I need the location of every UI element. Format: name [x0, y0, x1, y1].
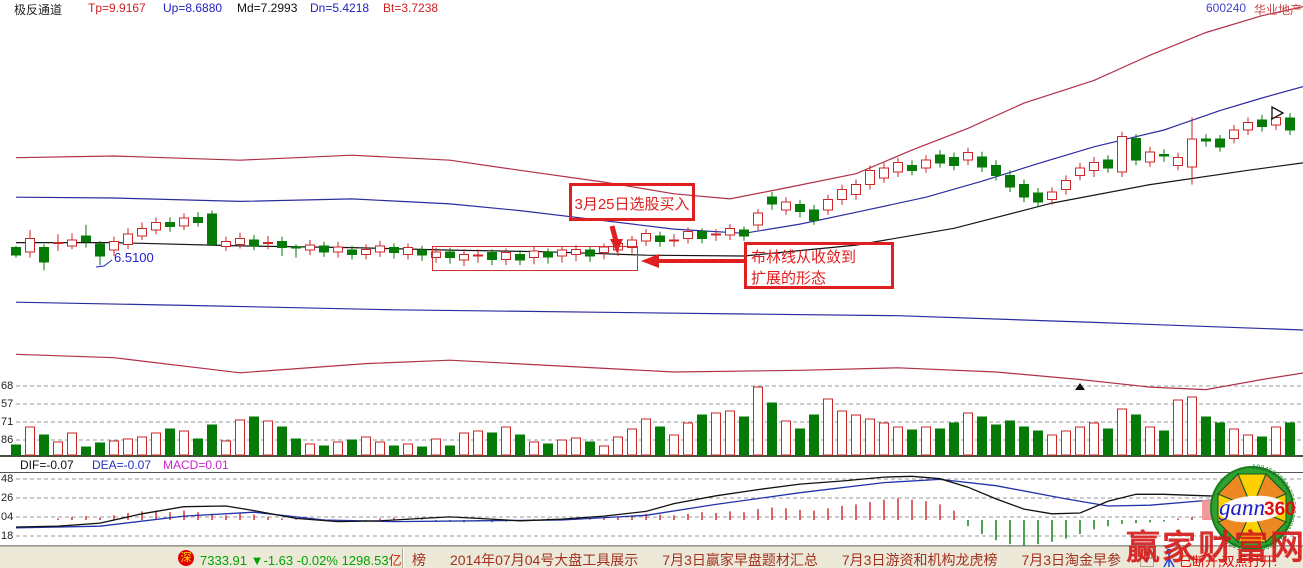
volume-axis-label: 86 [1, 434, 14, 446]
dif-value: DIF=-0.07 [20, 458, 74, 472]
pattern-annotation-box: 布林线从收敛到 扩展的形态 [744, 242, 894, 289]
macd-axis-label: 18 [1, 530, 14, 542]
last-candle-right-triangle-marker [1271, 105, 1285, 121]
gann360-logo[interactable]: 1234567890123456789012345678901234567890… [1202, 460, 1302, 554]
volume-axis-label: 71 [1, 416, 14, 428]
logo-gann-text: gann [1219, 495, 1265, 520]
ticker-item[interactable]: 2014年07月04号大盘工具展示 [450, 552, 639, 568]
consolidation-highlight-box [432, 246, 638, 271]
index-value: 7333.91 [200, 553, 247, 568]
spinner-up-button[interactable]: ▲ [1140, 549, 1154, 558]
price-callout-label: 6.5100 [114, 250, 154, 265]
ticker-item[interactable]: 7月3日游资和机构龙虎榜 [841, 552, 998, 568]
macd-axis-label: 26 [1, 492, 14, 504]
ticker-item[interactable]: 7月3日淘金早参 [1021, 552, 1122, 568]
volume-axis-label: 68 [1, 380, 14, 392]
buy-signal-annotation-box: 3月25日选股买入 [569, 183, 695, 221]
index-quote: 7333.91 ▼-1.63 -0.02% 1298.53亿 [200, 550, 402, 568]
connection-antenna-icon [1163, 548, 1175, 568]
index-amount: 1298.53 [341, 553, 389, 568]
spinner-down-button[interactable]: ▼ [1140, 558, 1154, 567]
dea-value: DEA=-0.07 [92, 458, 152, 472]
status-bar: 深 7333.91 ▼-1.63 -0.02% 1298.53亿 榜 2014年0… [0, 546, 1303, 568]
indicator-param-bt: Bt=3.7238 [383, 1, 439, 15]
indicator-param-tp: Tp=9.9167 [88, 1, 146, 15]
statusbar-divider [402, 548, 403, 568]
ticker-spinner[interactable]: ▲ ▼ [1140, 549, 1154, 567]
index-change: ▼-1.63 -0.02% [250, 553, 338, 568]
pattern-text-line2: 扩展的形态 [751, 270, 827, 287]
index-amount-unit: 亿 [388, 553, 402, 568]
ticker-item[interactable]: 榜 [412, 552, 426, 568]
ticker-item[interactable]: 7月3日赢家早盘题材汇总 [662, 552, 818, 568]
indicator-name: 极反通道 [14, 3, 63, 17]
stock-name: 华业地产 [1254, 3, 1303, 17]
site-watermark: 赢家财富网 [1126, 530, 1303, 567]
market-badge-icon: 深 [178, 550, 194, 566]
indicator-param-md: Md=7.2993 [237, 1, 298, 15]
macd-axis-label: 48 [1, 473, 14, 485]
indicator-param-up: Up=8.6880 [163, 1, 223, 15]
volume-up-triangle-marker [1075, 383, 1085, 390]
macd-axis-label: 04 [1, 511, 14, 523]
logo-360-text: 360 [1264, 499, 1296, 520]
volume-axis-label: 57 [1, 398, 14, 410]
indicator-param-dn: Dn=5.4218 [310, 1, 370, 15]
connection-status-text[interactable]: 已断开,双点打开. [1179, 554, 1278, 568]
news-ticker[interactable]: 榜 2014年07月04号大盘工具展示 7月3日赢家早盘题材汇总 7月3日游资和机构龙… [412, 550, 1136, 568]
buy-signal-text: 3月25日选股买入 [574, 196, 690, 213]
macd-value: MACD=0.01 [163, 458, 229, 472]
pattern-text-line1: 布林线从收敛到 [751, 249, 857, 266]
stock-code: 600240 [1206, 1, 1247, 15]
